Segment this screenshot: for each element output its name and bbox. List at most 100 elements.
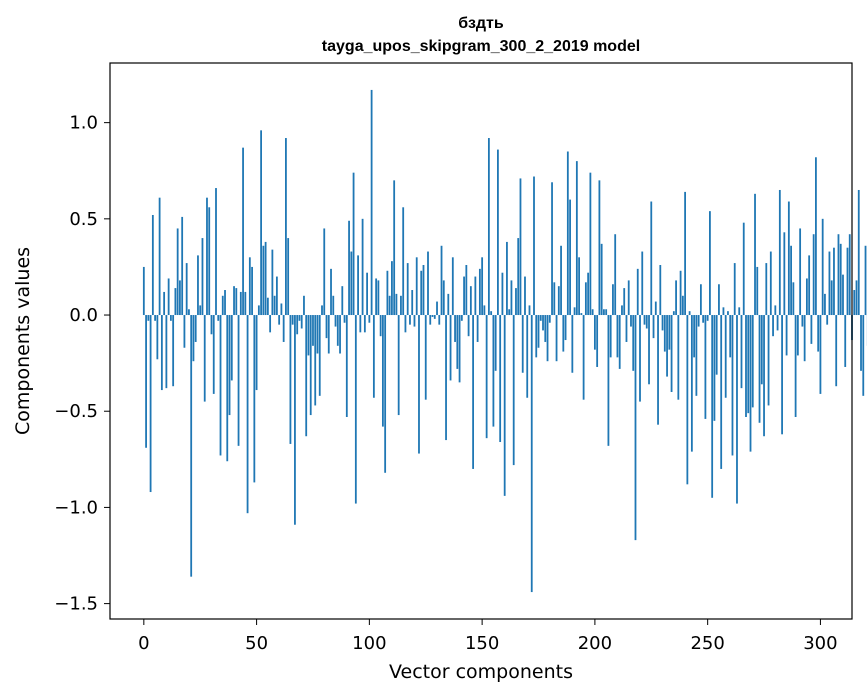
bar-313: [848, 234, 851, 316]
bar-22: [192, 315, 195, 362]
bar-131: [438, 315, 441, 325]
bar-133: [442, 280, 445, 316]
bar-90: [345, 315, 348, 417]
bar-254: [715, 315, 718, 375]
bar-82: [327, 315, 330, 354]
bar-257: [722, 307, 725, 316]
bar-157: [497, 149, 499, 316]
bar-125: [424, 315, 427, 400]
bar-8: [160, 315, 163, 391]
bar-118: [409, 315, 411, 325]
bar-219: [636, 268, 639, 316]
bar-117: [406, 263, 409, 316]
bar-141: [460, 315, 463, 321]
bar-159: [501, 272, 504, 316]
bar-285: [785, 315, 788, 356]
bar-248: [702, 315, 705, 323]
bar-152: [485, 315, 488, 439]
bar-174: [535, 315, 538, 358]
bar-282: [778, 189, 781, 316]
bar-203: [600, 243, 603, 316]
bar-234: [670, 315, 673, 392]
bar-283: [781, 315, 783, 435]
bar-14: [174, 288, 177, 316]
bar-171: [528, 305, 531, 316]
bar-101: [370, 89, 373, 316]
bar-240: [684, 191, 686, 316]
bar-181: [551, 182, 553, 316]
bar-145: [469, 286, 472, 316]
bar-17: [181, 216, 184, 316]
x-tick-label-100: 100: [352, 633, 386, 654]
bar-35: [221, 295, 224, 316]
bar-78: [318, 315, 321, 396]
bar-170: [526, 315, 529, 398]
bar-182: [553, 282, 556, 316]
bar-166: [517, 238, 520, 316]
bar-196: [584, 282, 587, 316]
bar-238: [679, 270, 682, 316]
bar-227: [654, 301, 657, 316]
bar-100: [368, 315, 371, 323]
bar-85: [334, 315, 337, 327]
bar-126: [427, 251, 429, 316]
bar-108: [386, 270, 389, 316]
bar-288: [792, 282, 795, 316]
bar-303: [826, 315, 829, 325]
bar-7: [158, 197, 161, 316]
bar-206: [607, 315, 610, 446]
plot-background: [110, 63, 852, 619]
bar-34: [219, 315, 222, 456]
bar-231: [663, 315, 666, 352]
bar-140: [458, 315, 461, 383]
bar-302: [824, 293, 826, 316]
bar-247: [699, 284, 702, 316]
bar-241: [686, 315, 689, 485]
bar-189: [569, 199, 571, 316]
bar-300: [819, 315, 822, 394]
bar-95: [357, 255, 359, 316]
bar-28: [206, 197, 208, 316]
bar-111: [393, 180, 396, 316]
bar-49: [253, 315, 256, 483]
bar-129: [433, 315, 436, 319]
bar-50: [255, 315, 258, 391]
bar-220: [639, 315, 641, 402]
bar-63: [285, 138, 287, 316]
bar-122: [418, 315, 420, 454]
bar-244: [693, 315, 696, 358]
y-tick-label-5: 1.0: [69, 113, 98, 134]
bar-172: [530, 315, 533, 593]
bar-197: [587, 272, 590, 316]
bar-154: [490, 311, 493, 316]
bar-200: [593, 315, 596, 350]
bar-16: [179, 280, 181, 316]
bar-73: [307, 315, 310, 356]
bar-222: [643, 315, 646, 325]
bar-51: [257, 305, 260, 316]
bar-61: [280, 303, 283, 316]
bar-226: [652, 315, 655, 339]
bar-286: [787, 201, 790, 316]
bar-168: [521, 315, 524, 373]
bar-79: [321, 305, 323, 316]
bar-37: [226, 315, 229, 462]
bar-304: [828, 251, 831, 316]
x-axis: 0 50 100 150 200 250 300: [138, 619, 838, 654]
bar-260: [729, 315, 732, 358]
bar-195: [582, 315, 585, 400]
bar-293: [803, 315, 806, 362]
plot-area: [109, 62, 867, 620]
bar-12: [169, 315, 172, 321]
bar-94: [354, 315, 357, 504]
bar-259: [727, 311, 729, 316]
bar-315: [853, 290, 856, 316]
bar-62: [282, 315, 285, 342]
bar-280: [774, 305, 777, 316]
bar-89: [343, 315, 346, 323]
bar-160: [503, 315, 506, 496]
bar-86: [336, 315, 339, 346]
bar-180: [548, 315, 551, 323]
bar-179: [546, 315, 549, 362]
bar-30: [210, 315, 213, 335]
